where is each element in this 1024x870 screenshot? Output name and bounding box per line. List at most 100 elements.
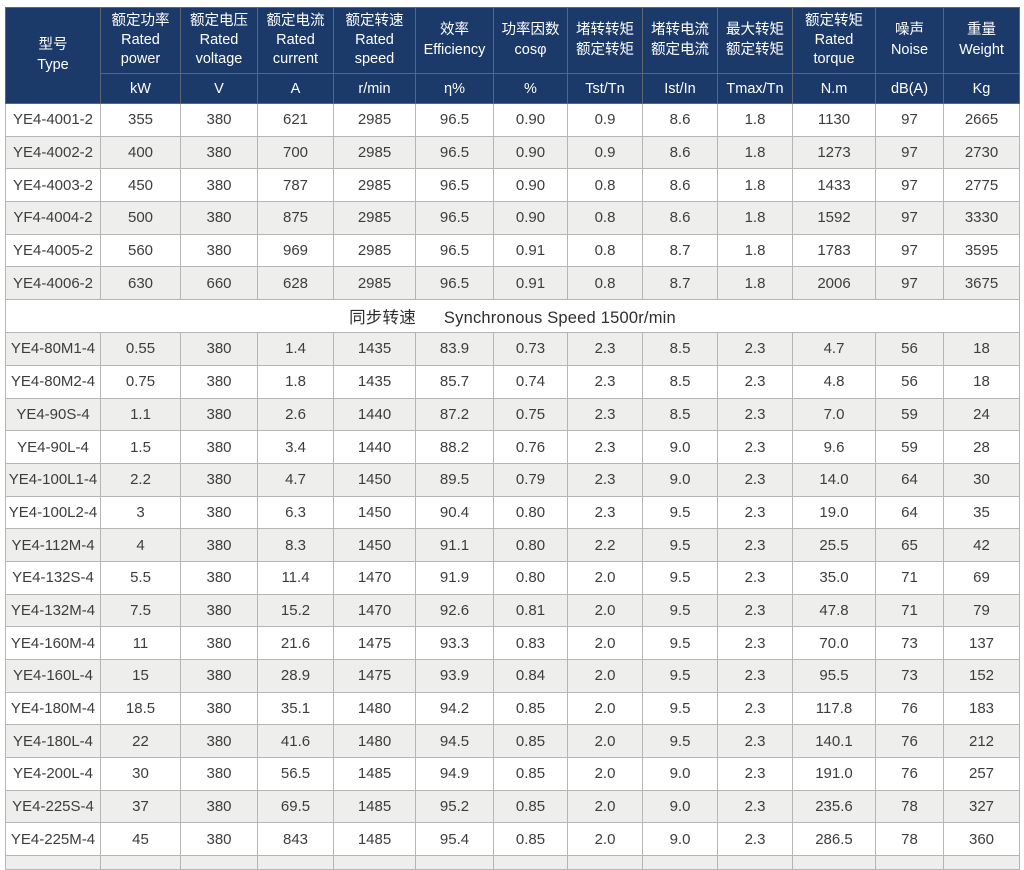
col-header: 堵转电流 额定电流 (642, 7, 718, 74)
header-label-line1: 堵转电流 (651, 22, 709, 39)
value-cell: 400 (100, 135, 181, 170)
value-cell: 1485 (333, 757, 416, 791)
motor-spec-table-wrapper: 型号 Type 额定功率 Rated power 额定电压 Rated voltage 额定… (5, 7, 1020, 870)
value-cell: 2.0 (567, 691, 643, 726)
col-unit: % (493, 73, 568, 104)
value-cell: 41.6 (257, 724, 334, 759)
value-cell: 0.80 (493, 528, 568, 562)
header-label-line2: 额定电流 (651, 41, 709, 58)
value-cell: 1485 (333, 822, 416, 857)
col-header: 重量 Weight (943, 7, 1020, 74)
value-cell: 97 (875, 103, 944, 137)
value-cell: 380 (180, 659, 258, 693)
model-cell: YF4-4004-2 (5, 201, 101, 235)
value-cell: 97 (875, 233, 944, 268)
value-cell: 2.0 (567, 789, 643, 824)
value-cell: 96.5 (415, 135, 494, 170)
value-cell: 183 (943, 691, 1020, 726)
value-cell: 0.73 (493, 332, 568, 366)
table-row: YE4-90S-4 1.1 380 2.6 1440 87.2 0.75 2.3 8.5 2.3 7… (5, 397, 1020, 432)
table-row: YE4-180L-4 22 380 41.6 1480 94.5 0.85 2.0 9.5 2.3… (5, 724, 1020, 759)
value-cell: 9.5 (642, 659, 718, 693)
value-cell: 0.85 (493, 757, 568, 791)
value-cell: 1475 (333, 626, 416, 660)
value-cell: 2.0 (567, 757, 643, 791)
value-cell: 1273 (792, 135, 876, 170)
value-cell: 2.3 (717, 528, 793, 562)
value-cell: 2730 (943, 135, 1020, 170)
section-header-row: 同步转速 Synchronous Speed 1500r/min (5, 299, 1020, 334)
col-header: 额定电压 Rated voltage (180, 7, 258, 74)
model-cell: YE4-4006-2 (5, 266, 101, 301)
col-unit: η% (415, 73, 494, 104)
value-cell: 9.6 (792, 430, 876, 464)
value-cell: 30 (100, 757, 181, 791)
value-cell: 0.90 (493, 103, 568, 137)
value-cell: 78 (875, 789, 944, 824)
value-cell: 0.9 (567, 135, 643, 170)
value-cell: 2.3 (717, 560, 793, 595)
value-cell: 35.1 (257, 691, 334, 726)
value-cell: 9.5 (642, 495, 718, 530)
value-cell: 212 (943, 724, 1020, 759)
table-row: YE4-180M-4 18.5 380 35.1 1480 94.2 0.85 2.0 9.5 2… (5, 691, 1020, 726)
value-cell: 2.3 (567, 364, 643, 399)
model-cell: YE4-100L1-4 (5, 462, 101, 497)
value-cell: 380 (180, 724, 258, 759)
table-row: YE4-4006-2 630 660 628 2985 96.5 0.91 0.8 8.7 1.8… (5, 266, 1020, 301)
value-cell: 14.0 (792, 462, 876, 497)
value-cell: 95.4 (415, 822, 494, 857)
value-cell: 0.85 (493, 724, 568, 759)
value-cell: 0.85 (493, 822, 568, 857)
value-cell: 2.3 (717, 332, 793, 366)
value-cell: 2006 (792, 266, 876, 301)
value-cell: 380 (180, 691, 258, 726)
value-cell: 11 (100, 626, 181, 660)
table-row: YE4-200L-4 30 380 56.5 1485 94.9 0.85 2.0 9.0 2.3… (5, 757, 1020, 791)
model-cell: YE4-132S-4 (5, 560, 101, 595)
value-cell: 3.4 (257, 430, 334, 464)
value-cell: 28.9 (257, 659, 334, 693)
value-cell: 3675 (943, 266, 1020, 301)
value-cell: 78 (875, 822, 944, 857)
value-cell (493, 855, 568, 870)
value-cell: 9.0 (642, 789, 718, 824)
value-cell: 71 (875, 593, 944, 628)
value-cell: 2.0 (567, 724, 643, 759)
value-cell: 0.83 (493, 626, 568, 660)
value-cell: 2.3 (717, 462, 793, 497)
table-row: YE4-132M-4 7.5 380 15.2 1470 92.6 0.81 2.0 9.5 2.… (5, 593, 1020, 628)
header-label-line1: 额定转矩 (805, 12, 863, 29)
value-cell: 380 (180, 430, 258, 464)
model-cell: YE4-80M2-4 (5, 364, 101, 399)
value-cell: 1480 (333, 724, 416, 759)
value-cell: 59 (875, 430, 944, 464)
value-cell: 380 (180, 462, 258, 497)
value-cell: 30 (943, 462, 1020, 497)
value-cell: 0.90 (493, 168, 568, 203)
section-title-en: Synchronous Speed 1500r/min (443, 309, 676, 328)
value-cell: 140.1 (792, 724, 876, 759)
value-cell: 450 (100, 168, 181, 203)
value-cell: 76 (875, 691, 944, 726)
value-cell: 1450 (333, 462, 416, 497)
header-row-labels: 型号 Type 额定功率 Rated power 额定电压 Rated voltage 额定… (5, 7, 1020, 104)
model-cell: YE4-4001-2 (5, 103, 101, 137)
value-cell: 360 (943, 822, 1020, 857)
value-cell: 137 (943, 626, 1020, 660)
value-cell: 0.79 (493, 462, 568, 497)
value-cell: 8.6 (642, 201, 718, 235)
value-cell: 69.5 (257, 789, 334, 824)
table-row: YE4-160L-4 15 380 28.9 1475 93.9 0.84 2.0 9.5 2.3… (5, 659, 1020, 693)
header-label-line2: 额定转矩 (576, 41, 634, 58)
value-cell: 1480 (333, 691, 416, 726)
value-cell: 2.0 (567, 626, 643, 660)
value-cell: 8.6 (642, 103, 718, 137)
value-cell: 56.5 (257, 757, 334, 791)
table-row: YE4-80M1-4 0.55 380 1.4 1435 83.9 0.73 2.3 8.5 2.… (5, 332, 1020, 366)
value-cell: 1435 (333, 364, 416, 399)
value-cell: 4 (100, 528, 181, 562)
col-unit: r/min (333, 73, 416, 104)
col-unit: dB(A) (875, 73, 944, 104)
